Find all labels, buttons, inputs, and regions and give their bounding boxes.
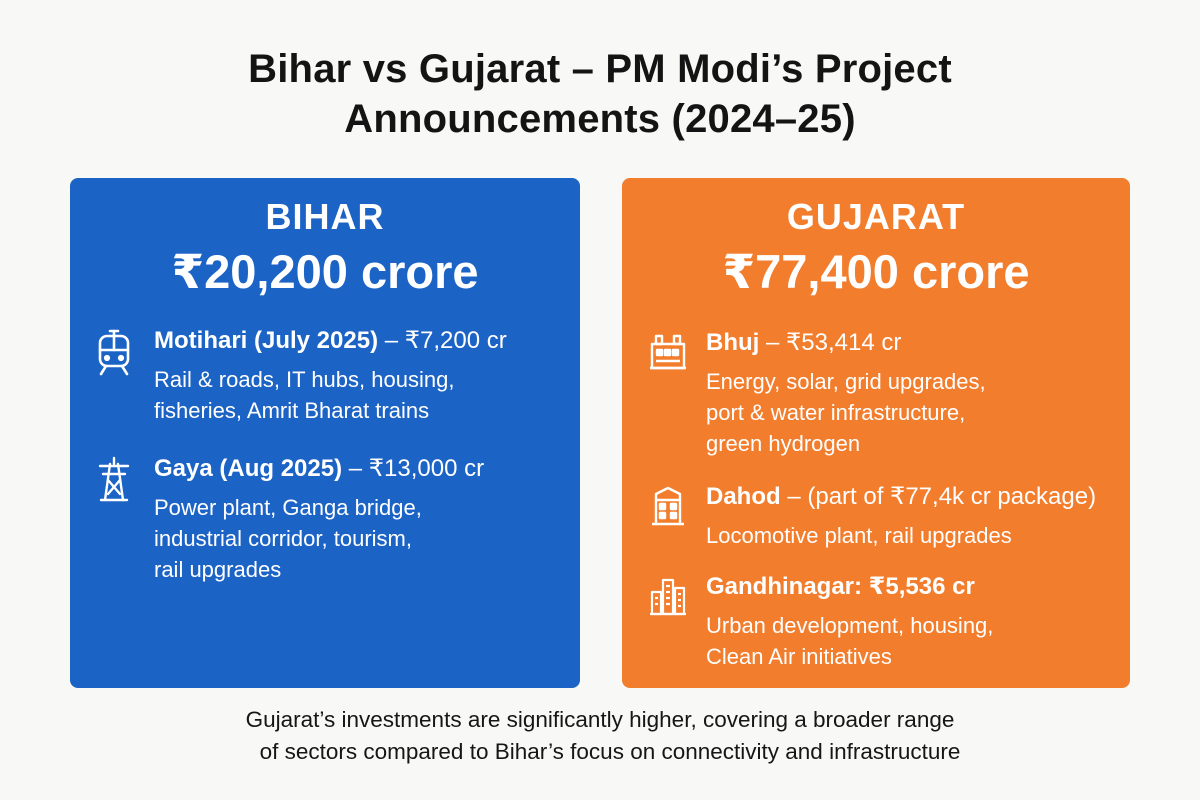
project-description: Power plant, Ganga bridge, industrial co… bbox=[154, 495, 422, 582]
project-amount: – ₹13,000 cr bbox=[342, 455, 485, 482]
project-description: Energy, solar, grid upgrades, port & wat… bbox=[706, 369, 986, 456]
project-place: Dahod bbox=[706, 483, 781, 510]
bihar-card: BIHAR ₹20,200 crore Motihari (July 2025)… bbox=[70, 178, 580, 688]
caption-line-2: of sectors compared to Bihar’s focus on … bbox=[259, 739, 961, 764]
summary-caption: Gujarat’s investments are significantly … bbox=[0, 704, 1200, 768]
project-place: Gaya (Aug 2025) bbox=[154, 455, 343, 482]
caption-line-1: Gujarat’s investments are significantly … bbox=[245, 707, 955, 732]
building-icon bbox=[648, 484, 684, 528]
project-description: Locomotive plant, rail upgrades bbox=[706, 523, 1012, 548]
project-description: Rail & roads, IT hubs, housing, fisherie… bbox=[154, 367, 455, 423]
title-line-2: Announcements (2024–25) bbox=[344, 97, 856, 141]
train-icon bbox=[96, 328, 132, 376]
city-icon bbox=[648, 574, 686, 618]
project-amount: – ₹7,200 cr bbox=[378, 327, 507, 354]
gujarat-card-title: GUJARAT bbox=[786, 196, 966, 237]
project-amount: – ₹53,414 cr bbox=[759, 329, 902, 356]
project-description: Urban development, housing, Clean Air in… bbox=[706, 613, 994, 669]
bihar-total: ₹20,200 crore bbox=[171, 245, 479, 298]
power-tower-icon bbox=[96, 456, 132, 502]
factory-icon bbox=[648, 330, 686, 374]
project-place: Motihari (July 2025) bbox=[154, 327, 379, 354]
project-place: Bhuj bbox=[706, 329, 760, 356]
project-place: Gandhinagar: ₹5,536 cr bbox=[706, 573, 975, 600]
bihar-card-title: BIHAR bbox=[265, 196, 385, 237]
project-amount: – (part of ₹77,4k cr package) bbox=[780, 483, 1097, 510]
title-line-1: Bihar vs Gujarat – PM Modi’s Project bbox=[248, 47, 952, 91]
page-title: Bihar vs Gujarat – PM Modi’s Project Ann… bbox=[0, 44, 1200, 144]
gujarat-card: GUJARAT ₹77,400 crore Bhuj – ₹53,414 cr … bbox=[622, 178, 1130, 688]
gujarat-total: ₹77,400 crore bbox=[722, 245, 1030, 298]
